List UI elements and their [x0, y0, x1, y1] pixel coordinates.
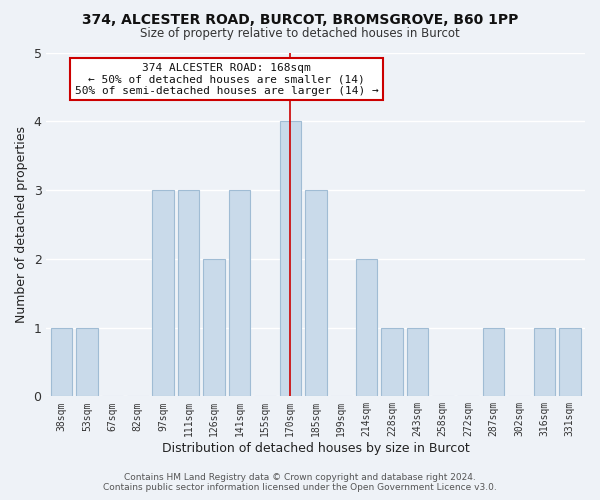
Text: 374 ALCESTER ROAD: 168sqm
← 50% of detached houses are smaller (14)
50% of semi-: 374 ALCESTER ROAD: 168sqm ← 50% of detac…: [75, 63, 379, 96]
Bar: [280, 122, 301, 396]
Bar: [76, 328, 98, 396]
Bar: [533, 328, 555, 396]
Bar: [483, 328, 505, 396]
Bar: [305, 190, 326, 396]
Text: Contains HM Land Registry data © Crown copyright and database right 2024.
Contai: Contains HM Land Registry data © Crown c…: [103, 473, 497, 492]
Bar: [229, 190, 250, 396]
Y-axis label: Number of detached properties: Number of detached properties: [15, 126, 28, 323]
Bar: [152, 190, 174, 396]
Bar: [178, 190, 199, 396]
X-axis label: Distribution of detached houses by size in Burcot: Distribution of detached houses by size …: [162, 442, 470, 455]
Bar: [559, 328, 581, 396]
Text: Size of property relative to detached houses in Burcot: Size of property relative to detached ho…: [140, 28, 460, 40]
Text: 374, ALCESTER ROAD, BURCOT, BROMSGROVE, B60 1PP: 374, ALCESTER ROAD, BURCOT, BROMSGROVE, …: [82, 12, 518, 26]
Bar: [51, 328, 73, 396]
Bar: [407, 328, 428, 396]
Bar: [381, 328, 403, 396]
Bar: [356, 259, 377, 396]
Bar: [203, 259, 225, 396]
